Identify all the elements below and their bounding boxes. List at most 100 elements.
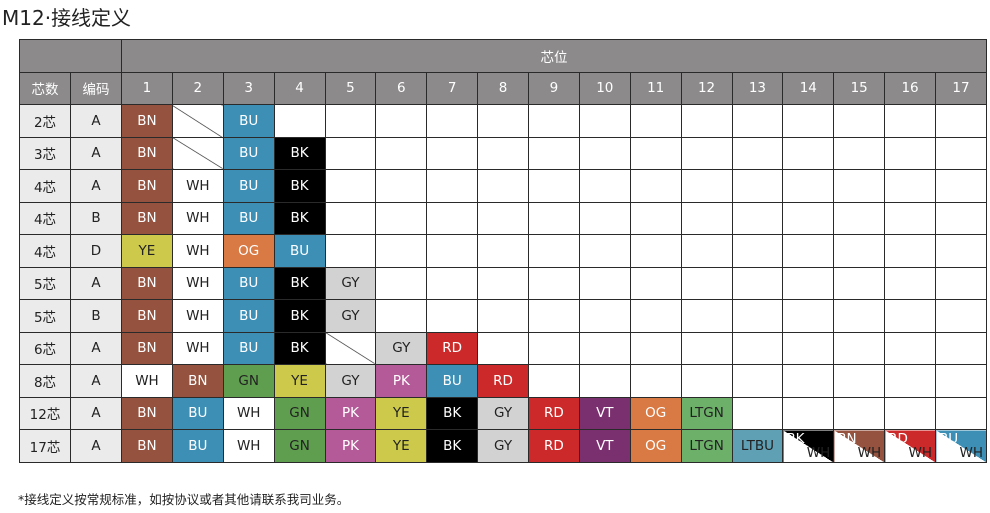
striped-wire-cell: BN WH (833, 429, 886, 463)
empty-cell (426, 169, 479, 203)
empty-cell (782, 396, 835, 430)
code-cell: A (70, 331, 122, 365)
wire-color-cell: VT (578, 396, 631, 430)
striped-wire-cell: BU WH (935, 429, 987, 463)
wire-color-cell: GN (273, 429, 326, 463)
pin-header: 13 (731, 71, 784, 105)
wire-color-cell: BK (273, 136, 326, 170)
wire-color-cell: PK (375, 364, 428, 398)
wire-color-cell: WH (171, 169, 224, 203)
empty-cell (884, 234, 936, 268)
table-row: 4芯 A BN WH BU BK (19, 169, 987, 203)
code-cell: A (70, 136, 122, 170)
code-cell: A (70, 364, 122, 398)
wire-color-cell: GY (477, 396, 529, 430)
empty-cell (833, 396, 886, 430)
empty-cell (477, 331, 529, 365)
pin-header: 8 (477, 71, 529, 105)
empty-cell (426, 104, 479, 138)
wire-color-cell: WH (171, 299, 224, 333)
cores-cell: 12芯 (19, 396, 71, 430)
wire-color-cell: BK (273, 266, 326, 300)
empty-cell (935, 331, 987, 365)
empty-cell (680, 136, 733, 170)
code-cell: A (70, 169, 122, 203)
wire-color-cell: BU (222, 266, 275, 300)
striped-wire-cell: RD WH (884, 429, 936, 463)
pin-header: 12 (680, 71, 733, 105)
empty-cell (578, 169, 631, 203)
wire-color-cell: BK (426, 396, 479, 430)
unused-pin-cell (171, 104, 224, 138)
wire-color-cell: BU (222, 169, 275, 203)
pin-header: 4 (273, 71, 326, 105)
empty-cell (731, 104, 784, 138)
empty-cell (528, 104, 580, 138)
empty-cell (629, 136, 682, 170)
wire-color-cell: WH (121, 364, 173, 398)
pin-header: 9 (528, 71, 580, 105)
header-blank (19, 39, 122, 73)
empty-cell (477, 234, 529, 268)
table-row: 12芯 A BN BU WH GN PK YE BK GY RD VT OG LTGN (19, 396, 987, 430)
empty-cell (731, 201, 784, 235)
pin-header: 15 (833, 71, 886, 105)
wire-color-cell: BU (222, 201, 275, 235)
wire-color-cell: BK (273, 169, 326, 203)
wire-color-cell: BN (121, 136, 173, 170)
pin-header: 1 (121, 71, 173, 105)
table-row: 6芯 A BN WH BU BK GY RD (19, 331, 987, 365)
empty-cell (426, 201, 479, 235)
empty-cell (477, 266, 529, 300)
wire-color-cell: RD (528, 429, 580, 463)
empty-cell (884, 169, 936, 203)
empty-cell (833, 364, 886, 398)
cores-cell: 4芯 (19, 201, 71, 235)
wire-color-cell: BU (222, 104, 275, 138)
empty-cell (833, 169, 886, 203)
wire-color-cell: WH (171, 266, 224, 300)
wire-color-cell: YE (375, 429, 428, 463)
empty-cell (477, 299, 529, 333)
wire-color-cell: RD (426, 331, 479, 365)
empty-cell (782, 169, 835, 203)
empty-cell (731, 266, 784, 300)
empty-cell (680, 299, 733, 333)
empty-cell (833, 331, 886, 365)
wire-color-cell: BN (121, 299, 173, 333)
empty-cell (629, 201, 682, 235)
empty-cell (629, 331, 682, 365)
pin-header: 5 (324, 71, 377, 105)
wire-color-cell: BN (121, 266, 173, 300)
empty-cell (935, 299, 987, 333)
pin-header: 17 (935, 71, 987, 105)
code-cell: B (70, 201, 122, 235)
code-cell: A (70, 104, 122, 138)
wire-color-cell: BK (273, 331, 326, 365)
empty-cell (884, 104, 936, 138)
pin-header: 14 (782, 71, 835, 105)
cores-cell: 5芯 (19, 266, 71, 300)
empty-cell (324, 169, 377, 203)
empty-cell (782, 136, 835, 170)
empty-cell (426, 234, 479, 268)
empty-cell (884, 136, 936, 170)
table-row: 4芯 B BN WH BU BK (19, 201, 987, 235)
wire-color-cell: LTGN (680, 429, 733, 463)
code-cell: A (70, 266, 122, 300)
empty-cell (426, 299, 479, 333)
empty-cell (578, 201, 631, 235)
table-row: 5芯 B BN WH BU BK GY (19, 299, 987, 333)
cores-cell: 8芯 (19, 364, 71, 398)
empty-cell (375, 104, 428, 138)
wire-color-cell: GY (324, 364, 377, 398)
code-cell: A (70, 429, 122, 463)
pin-header: 7 (426, 71, 479, 105)
empty-cell (935, 396, 987, 430)
wire-color-cell: LTBU (731, 429, 784, 463)
empty-cell (833, 201, 886, 235)
empty-cell (629, 169, 682, 203)
empty-cell (731, 234, 784, 268)
pin-group-header: 芯位 (121, 39, 987, 73)
pin-header: 16 (884, 71, 936, 105)
